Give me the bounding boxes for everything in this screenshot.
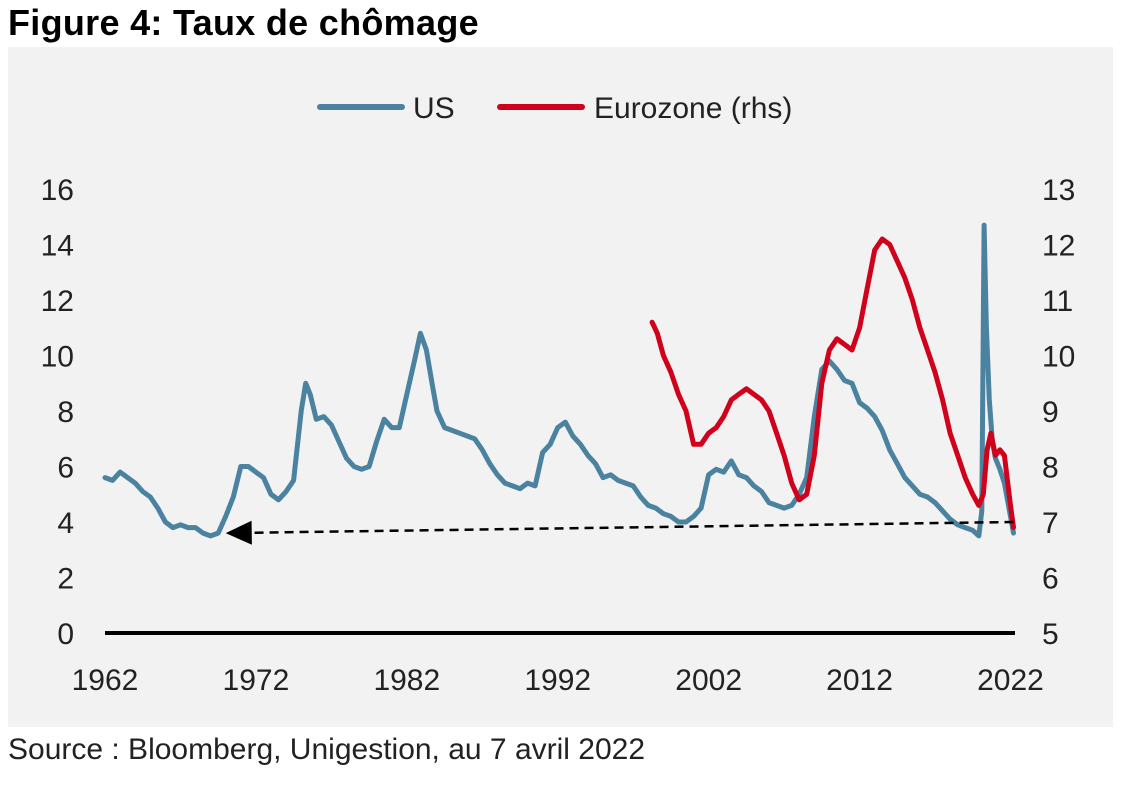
right-tick-label: 5 [1042, 618, 1059, 651]
right-tick-label: 9 [1042, 396, 1059, 429]
left-tick-label: 16 [41, 174, 74, 207]
right-axis: 5 6 7 8 9 10 11 12 13 [1042, 174, 1075, 651]
right-tick-label: 8 [1042, 452, 1059, 485]
x-tick-label: 1992 [524, 664, 591, 697]
left-tick-label: 14 [41, 230, 74, 263]
right-tick-label: 11 [1042, 285, 1073, 318]
right-tick-label: 10 [1042, 341, 1075, 374]
figure-title: Figure 4: Taux de chômage [8, 2, 479, 43]
eurozone-series-line [649, 236, 1016, 530]
x-tick-label: 1972 [223, 664, 290, 697]
chart-panel: US Eurozone (rhs) 0 2 4 6 8 10 12 14 16 5 6 7 8 9 10 11… [8, 47, 1113, 727]
us-series-line [102, 222, 1016, 539]
left-tick-label: 4 [57, 507, 74, 540]
x-tick-label: 2022 [977, 664, 1044, 697]
x-tick-label: 2012 [826, 664, 893, 697]
x-tick-label: 2002 [675, 664, 742, 697]
x-tick-label: 1982 [373, 664, 440, 697]
left-tick-label: 6 [57, 452, 74, 485]
left-tick-label: 8 [57, 396, 74, 429]
left-axis: 0 2 4 6 8 10 12 14 16 [41, 174, 74, 651]
series-group [102, 222, 1016, 539]
dashed-arrow-line [251, 520, 1014, 534]
x-axis: 1962 1972 1982 1992 2002 2012 2022 [72, 631, 1044, 697]
right-tick-label: 13 [1042, 174, 1075, 207]
annotation-group [225, 520, 1014, 545]
legend-label-eurozone: Eurozone (rhs) [594, 92, 792, 125]
source-note: Source : Bloomberg, Unigestion, au 7 avr… [8, 733, 646, 766]
right-tick-label: 12 [1042, 230, 1075, 263]
chart-legend: US Eurozone (rhs) [317, 92, 792, 125]
left-tick-label: 10 [41, 341, 74, 374]
left-tick-label: 0 [57, 618, 74, 651]
left-tick-label: 2 [57, 563, 74, 596]
left-tick-label: 12 [41, 285, 74, 318]
legend-label-us: US [413, 92, 455, 125]
x-tick-label: 1962 [72, 664, 139, 697]
arrow-head [225, 520, 252, 545]
right-tick-label: 6 [1042, 563, 1059, 596]
right-tick-label: 7 [1042, 507, 1059, 540]
unemployment-chart: US Eurozone (rhs) 0 2 4 6 8 10 12 14 16 5 6 7 8 9 10 11… [41, 92, 1076, 697]
